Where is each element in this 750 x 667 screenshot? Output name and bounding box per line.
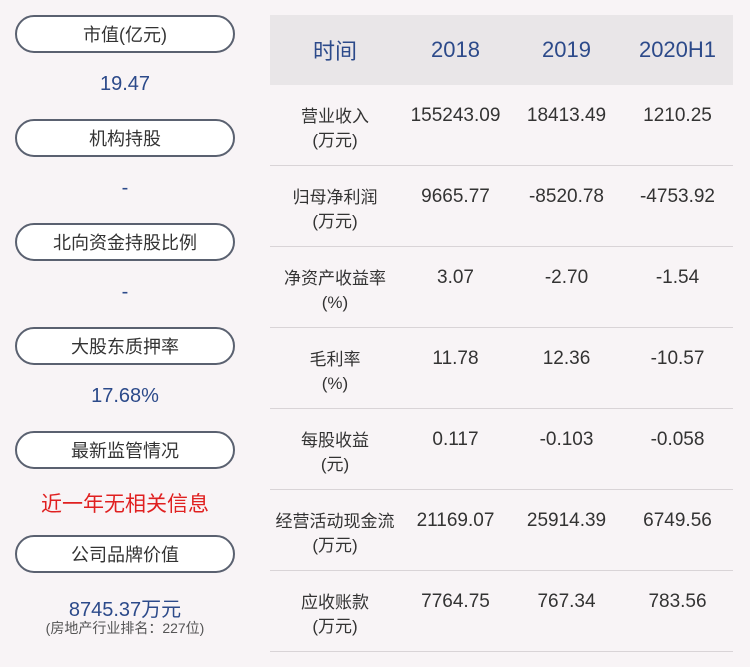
table-header: 时间 2018 2019 2020H1: [270, 15, 733, 85]
table-row: 应收账款 (万元) 7764.75 767.34 783.56: [270, 571, 733, 652]
table-row: 经营活动现金流 (万元) 21169.07 25914.39 6749.56: [270, 490, 733, 571]
row-label-unit: (万元): [312, 536, 358, 555]
regulatory-status-value: 近一年无相关信息: [41, 493, 209, 516]
cell-2020h1: -4753.92: [639, 186, 715, 207]
row-label-name: 归母净利润: [292, 188, 378, 207]
header-2018: 2018: [431, 37, 480, 62]
financial-table: 时间 2018 2019 2020H1 营业收入 (万元) 155243.09 …: [270, 15, 733, 652]
row-label-name: 每股收益: [301, 431, 369, 450]
cell-2018: 0.117: [432, 429, 479, 450]
cell-2019: -8520.78: [528, 186, 604, 207]
row-label: 应收账款 (万元): [270, 591, 400, 639]
cell-2019: 18413.49: [526, 105, 607, 126]
brand-value-value: 8745.37万元: [68, 599, 182, 621]
table-row: 毛利率 (%) 11.78 12.36 -10.57: [270, 328, 733, 409]
row-label-unit: (元): [320, 455, 350, 474]
cell-2020h1: -0.058: [650, 429, 705, 450]
row-label-unit: (%): [321, 293, 349, 312]
row-label-name: 营业收入: [301, 107, 369, 126]
row-label-name: 毛利率: [309, 350, 361, 369]
row-label-name: 应收账款: [301, 593, 369, 612]
row-label-name: 经营活动现金流: [275, 512, 395, 531]
cell-2018: 155243.09: [410, 105, 501, 126]
table-row: 归母净利润 (万元) 9665.77 -8520.78 -4753.92: [270, 166, 733, 247]
institutional-holding-value: -: [121, 177, 129, 199]
row-label-name: 净资产收益率: [284, 269, 386, 288]
row-label: 营业收入 (万元): [270, 105, 400, 153]
row-label: 每股收益 (元): [270, 429, 400, 477]
metrics-panel: 市值(亿元) 19.47 机构持股 - 北向资金持股比例 - 大股东质押率 17…: [0, 0, 250, 667]
institutional-holding-label: 机构持股: [15, 119, 235, 157]
regulatory-status-label: 最新监管情况: [15, 431, 235, 469]
cell-2020h1: -1.54: [655, 267, 700, 288]
row-label: 毛利率 (%): [270, 348, 400, 396]
cell-2019: 12.36: [542, 348, 591, 369]
row-label-unit: (%): [321, 374, 349, 393]
cell-2018: 7764.75: [421, 591, 490, 612]
cell-2018: 9665.77: [421, 186, 490, 207]
cell-2020h1: 783.56: [648, 591, 707, 612]
cell-2019: 25914.39: [526, 510, 607, 531]
row-label-unit: (万元): [312, 212, 358, 231]
row-label-unit: (万元): [312, 617, 358, 636]
row-label: 归母净利润 (万元): [270, 186, 400, 234]
cell-2020h1: 1210.25: [643, 105, 712, 126]
brand-rank-note: (房地产行业排名：227位): [45, 620, 205, 636]
market-cap-label: 市值(亿元): [15, 15, 235, 53]
row-label: 净资产收益率 (%): [270, 267, 400, 315]
cell-2020h1: -10.57: [650, 348, 705, 369]
cell-2019: 767.34: [537, 591, 596, 612]
header-time: 时间: [312, 39, 357, 64]
brand-value-label: 公司品牌价值: [15, 535, 235, 573]
northbound-ratio-label: 北向资金持股比例: [15, 223, 235, 261]
cell-2019: -0.103: [539, 429, 594, 450]
pledge-rate-label: 大股东质押率: [15, 327, 235, 365]
cell-2018: 11.78: [432, 348, 479, 369]
cell-2020h1: 6749.56: [643, 510, 712, 531]
row-label-unit: (万元): [312, 131, 358, 150]
header-2020h1: 2020H1: [638, 37, 717, 62]
table-row: 净资产收益率 (%) 3.07 -2.70 -1.54: [270, 247, 733, 328]
row-label: 经营活动现金流 (万元): [270, 510, 400, 558]
table-row: 每股收益 (元) 0.117 -0.103 -0.058: [270, 409, 733, 490]
cell-2019: -2.70: [544, 267, 589, 288]
pledge-rate-value: 17.68%: [91, 385, 159, 407]
northbound-ratio-value: -: [121, 281, 129, 303]
table-row: 营业收入 (万元) 155243.09 18413.49 1210.25: [270, 85, 733, 166]
cell-2018: 21169.07: [416, 510, 495, 531]
market-cap-value: 19.47: [99, 73, 151, 95]
cell-2018: 3.07: [437, 267, 474, 288]
header-2019: 2019: [542, 37, 591, 62]
